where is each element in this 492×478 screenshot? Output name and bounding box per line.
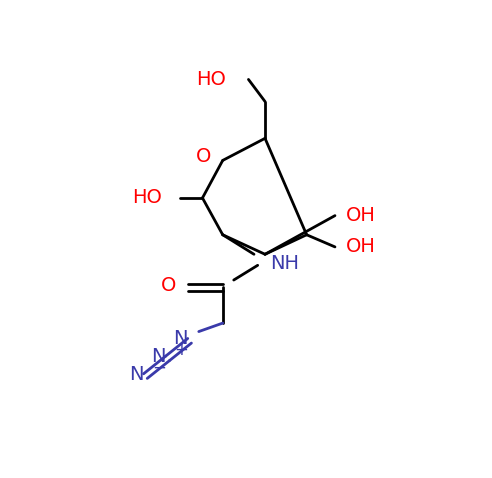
Text: N: N: [173, 329, 188, 348]
Text: O: O: [161, 276, 177, 295]
Text: N: N: [129, 365, 144, 384]
Text: −: −: [152, 359, 166, 377]
Text: HO: HO: [196, 70, 226, 89]
Text: HO: HO: [132, 188, 162, 207]
Text: O: O: [195, 147, 211, 166]
Text: OH: OH: [346, 206, 376, 225]
Text: NH: NH: [271, 254, 300, 273]
Text: N: N: [151, 347, 166, 366]
Text: +: +: [174, 341, 188, 359]
Text: OH: OH: [346, 238, 376, 256]
